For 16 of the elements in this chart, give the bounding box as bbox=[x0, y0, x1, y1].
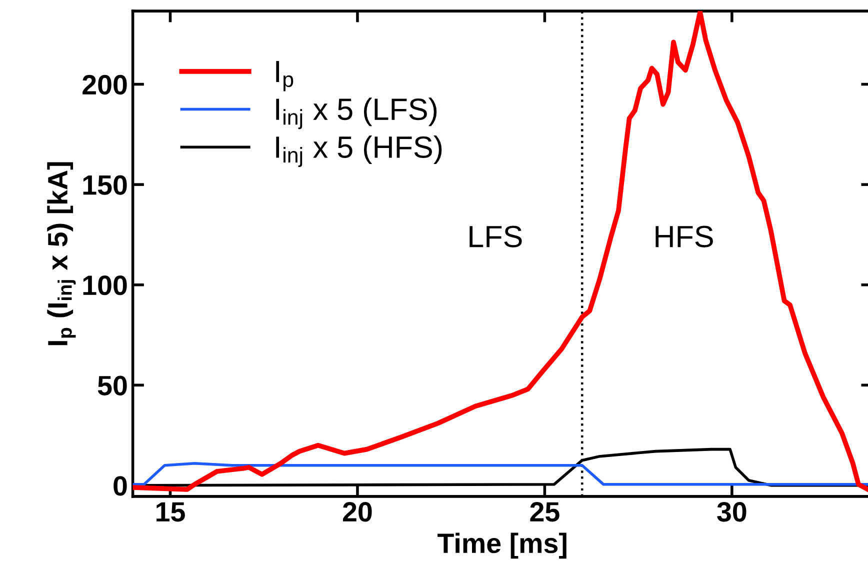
legend-label: I$_{inj}$ x 5 (HFS) bbox=[276, 136, 442, 167]
y-tick-label: 200 bbox=[82, 74, 127, 95]
y-tick-label: 0 bbox=[114, 476, 127, 496]
y-tick-label: 100 bbox=[83, 276, 127, 296]
y-tick-label: 150 bbox=[83, 175, 127, 195]
x-tick-label: 25 bbox=[530, 502, 560, 522]
x-tick-label: 15 bbox=[156, 502, 185, 522]
y-axis-title: I$_{p}$ (I$_{inj}$ x 5) [kA] bbox=[47, 162, 76, 346]
x-tick-label: 20 bbox=[342, 502, 372, 522]
y-tick-label: 50 bbox=[98, 376, 127, 396]
annotation: HFS bbox=[656, 226, 713, 248]
legend-label: I$_{inj}$ x 5 (LFS) bbox=[276, 98, 437, 130]
legend-label: I$_{p}$ bbox=[276, 61, 294, 92]
annotation: LFS bbox=[470, 226, 522, 248]
x-axis-title: Time [ms] bbox=[438, 532, 566, 559]
x-tick-label: 30 bbox=[717, 502, 746, 522]
